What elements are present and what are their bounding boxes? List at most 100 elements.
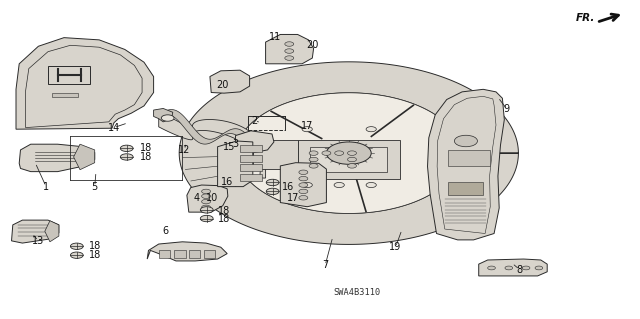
Polygon shape <box>280 163 326 207</box>
Polygon shape <box>428 89 504 240</box>
Circle shape <box>70 243 83 249</box>
Bar <box>189 250 200 258</box>
Text: 19: 19 <box>389 242 402 252</box>
Text: 13: 13 <box>32 236 45 246</box>
Text: 1: 1 <box>43 182 49 192</box>
Circle shape <box>334 182 344 188</box>
Polygon shape <box>16 38 154 129</box>
Text: 11: 11 <box>269 32 282 42</box>
Circle shape <box>322 151 331 155</box>
Text: 5: 5 <box>92 182 98 192</box>
Bar <box>448 150 490 166</box>
Circle shape <box>285 49 294 53</box>
Bar <box>240 174 262 181</box>
Text: 18: 18 <box>88 241 101 251</box>
Polygon shape <box>187 185 228 212</box>
Polygon shape <box>159 109 287 163</box>
Circle shape <box>309 151 318 155</box>
Bar <box>448 182 483 195</box>
Circle shape <box>366 182 376 188</box>
Circle shape <box>200 215 213 222</box>
Text: 15: 15 <box>223 142 236 152</box>
Polygon shape <box>237 93 461 213</box>
Polygon shape <box>12 220 59 243</box>
Text: 10: 10 <box>206 193 219 204</box>
Bar <box>204 250 215 258</box>
Text: 6: 6 <box>162 226 168 236</box>
Circle shape <box>348 157 356 162</box>
Text: 4: 4 <box>194 193 200 203</box>
Circle shape <box>202 189 211 194</box>
Text: 20: 20 <box>216 80 229 91</box>
Circle shape <box>202 205 211 210</box>
Circle shape <box>522 266 530 270</box>
Circle shape <box>299 170 308 174</box>
Polygon shape <box>74 144 95 170</box>
Text: SWA4B3110: SWA4B3110 <box>333 288 381 297</box>
Bar <box>298 140 400 179</box>
Circle shape <box>266 179 279 186</box>
Circle shape <box>202 194 211 198</box>
Text: 18: 18 <box>88 250 101 260</box>
Text: 2: 2 <box>252 115 258 126</box>
Circle shape <box>299 183 308 187</box>
Text: 3: 3 <box>232 139 239 149</box>
Bar <box>159 250 170 258</box>
Circle shape <box>70 252 83 258</box>
Polygon shape <box>19 144 95 172</box>
Text: 9: 9 <box>504 104 510 114</box>
Bar <box>52 93 78 97</box>
Circle shape <box>200 207 213 213</box>
Bar <box>310 147 387 172</box>
Bar <box>49 66 90 84</box>
Bar <box>240 164 262 171</box>
Circle shape <box>120 154 133 160</box>
Text: FR.: FR. <box>576 12 595 23</box>
Polygon shape <box>210 70 250 93</box>
Circle shape <box>309 157 318 162</box>
Text: 18: 18 <box>140 143 152 153</box>
Circle shape <box>299 196 308 200</box>
Text: 17: 17 <box>301 121 314 131</box>
Bar <box>253 140 298 169</box>
Bar <box>240 155 262 162</box>
Polygon shape <box>218 141 253 187</box>
Circle shape <box>285 56 294 60</box>
Circle shape <box>202 199 211 204</box>
Polygon shape <box>159 111 266 178</box>
Circle shape <box>535 266 543 270</box>
Circle shape <box>161 115 174 121</box>
Text: 12: 12 <box>178 145 191 155</box>
Text: 18: 18 <box>218 214 230 225</box>
Text: 17: 17 <box>287 193 300 204</box>
Text: 20: 20 <box>306 40 319 50</box>
Bar <box>240 145 262 152</box>
Text: 16: 16 <box>221 177 234 187</box>
Circle shape <box>366 127 376 132</box>
Circle shape <box>505 266 513 270</box>
Polygon shape <box>179 62 518 244</box>
Circle shape <box>348 164 356 168</box>
Polygon shape <box>479 259 547 276</box>
Text: 7: 7 <box>322 260 328 271</box>
Circle shape <box>309 164 318 168</box>
Polygon shape <box>236 131 274 187</box>
Circle shape <box>120 145 133 152</box>
Circle shape <box>266 188 279 195</box>
Polygon shape <box>147 242 227 261</box>
Circle shape <box>299 176 308 181</box>
Polygon shape <box>45 221 59 242</box>
Circle shape <box>326 142 371 164</box>
Circle shape <box>302 182 312 188</box>
Polygon shape <box>154 108 173 122</box>
Circle shape <box>348 151 356 155</box>
Circle shape <box>302 127 312 132</box>
Circle shape <box>335 151 344 155</box>
Polygon shape <box>266 34 314 64</box>
Text: 14: 14 <box>108 122 120 133</box>
Text: 18: 18 <box>140 152 152 162</box>
Text: 8: 8 <box>516 264 523 275</box>
Circle shape <box>285 42 294 46</box>
Bar <box>174 250 186 258</box>
Circle shape <box>299 189 308 194</box>
